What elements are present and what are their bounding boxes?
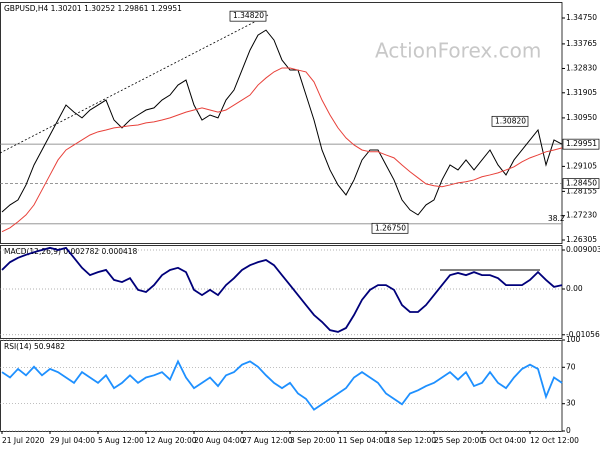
y-tick-label: 0.00 — [566, 284, 583, 293]
y-tick-label: 100 — [566, 335, 581, 344]
y-tick-label: 0 — [566, 426, 571, 435]
x-tick-label: 25 Sep 20:00 — [434, 436, 484, 445]
panel-frame — [0, 2, 563, 244]
x-tick-label: 20 Aug 04:00 — [194, 436, 245, 445]
y-tick-label: 1.33765 — [566, 39, 597, 48]
annotation-box — [229, 10, 267, 22]
level-box — [562, 178, 600, 189]
price-line — [1, 67, 563, 233]
panel-frame — [0, 340, 563, 432]
panel-title: RSI(14) 50.9482 — [4, 342, 65, 351]
price-line — [1, 29, 563, 216]
y-tick-label: 70 — [566, 362, 576, 371]
panel-title: MACD(12,26,9) 0.002782 0.000418 — [4, 247, 138, 256]
fib-label: 38.2 — [548, 214, 565, 223]
y-tick-label: 1.26305 — [566, 235, 597, 244]
y-tick-label: 1.30950 — [566, 113, 597, 122]
level-label: 1.29951 — [566, 139, 597, 148]
y-tick-label: 1.34750 — [566, 13, 597, 22]
x-tick-label: 27 Aug 12:00 — [242, 436, 293, 445]
y-tick-label: 1.28155 — [566, 186, 597, 195]
annotation-label: 1.30820 — [495, 116, 526, 125]
price-line — [1, 359, 563, 411]
y-tick-label: 1.27230 — [566, 211, 597, 220]
y-tick-label: 0.009003 — [566, 245, 600, 254]
watermark: ActionForex.com — [375, 39, 541, 63]
price-line — [1, 246, 563, 333]
x-tick-label: 18 Sep 12:00 — [386, 436, 436, 445]
x-tick-label: 12 Oct 12:00 — [530, 436, 579, 445]
x-tick-label: 5 Oct 04:00 — [482, 436, 526, 445]
y-tick-label: 30 — [566, 399, 576, 408]
level-box — [562, 138, 600, 150]
x-tick-label: 29 Jul 04:00 — [50, 436, 95, 445]
annotation-label: 1.26750 — [375, 223, 406, 232]
level-label: 1.28450 — [566, 179, 597, 188]
x-tick-label: 12 Aug 20:00 — [146, 436, 197, 445]
panel-title: GBPUSD,H4 1.30201 1.30252 1.29861 1.2995… — [4, 4, 182, 13]
y-tick-label: 1.32830 — [566, 63, 597, 72]
x-tick-label: 5 Aug 12:00 — [98, 436, 144, 445]
annotation-box — [491, 115, 529, 127]
x-tick-label: 21 Jul 2020 — [2, 436, 45, 445]
y-tick-label: 1.29105 — [566, 161, 597, 170]
y-tick-label: -0.010566 — [566, 330, 600, 339]
annotation-box — [371, 222, 409, 234]
panel-frame — [0, 245, 563, 339]
x-tick-label: 11 Sep 04:00 — [338, 436, 388, 445]
x-tick-label: 3 Sep 20:00 — [290, 436, 336, 445]
annotation-label: 1.34820 — [233, 11, 264, 20]
y-tick-label: 1.31905 — [566, 88, 597, 97]
